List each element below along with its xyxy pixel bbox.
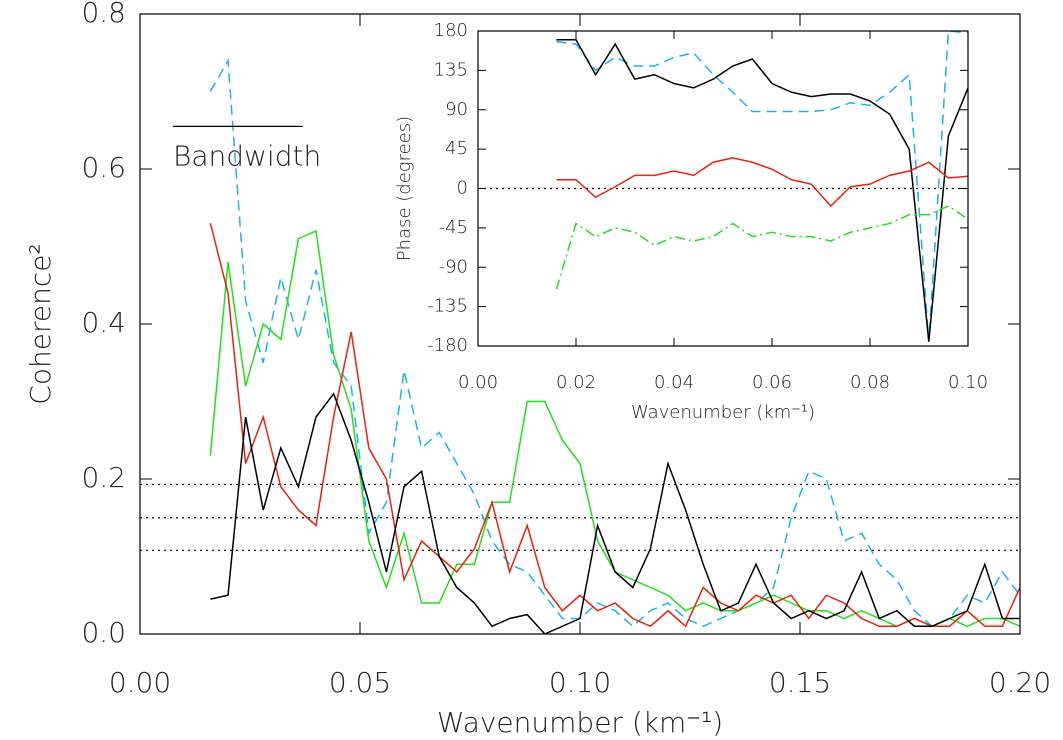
plot: 0.00 0.02 0.04 0.06 0.08 0.10 180 135 90 45 0 -45 -9… [394, 20, 988, 423]
x-tick-label: 0.15 [769, 666, 831, 699]
series-line [555, 205, 968, 290]
y-tick-label: 0.4 [81, 306, 126, 339]
y-tick-label: -45 [439, 217, 468, 238]
y-tick-label: 180 [434, 20, 468, 41]
series-line [209, 57, 1020, 628]
y-tick-label: 0 [457, 178, 468, 199]
y-tick-label: 0.6 [81, 151, 126, 184]
x-tick-label: 0.08 [850, 372, 890, 393]
series-line [556, 157, 968, 208]
x-axis-title: Wavenumber (km⁻¹) [631, 402, 815, 423]
x-tick-label: 0.05 [329, 666, 391, 699]
y-tick-label: -90 [439, 256, 468, 277]
y-tick-label: -180 [427, 335, 468, 356]
y-tick-label: 135 [434, 59, 468, 80]
y-tick-label: -135 [427, 296, 468, 317]
y-axis-title: Coherence² [24, 243, 57, 404]
annotation-text: Bandwidth [173, 139, 321, 172]
x-tick-label: 0.06 [752, 372, 792, 393]
y-tick-label: 0.8 [81, 0, 126, 29]
x-tick-label: 0.04 [654, 372, 694, 393]
y-tick-label: 0.2 [81, 461, 126, 494]
series-line [209, 223, 1020, 628]
series-line [210, 392, 1020, 634]
series-line [556, 39, 968, 342]
x-tick-label: 0.10 [549, 666, 611, 699]
y-tick-label: 90 [445, 99, 468, 120]
x-axis-title: Wavenumber (km⁻¹) [437, 706, 723, 739]
x-tick-label: 0.10 [948, 372, 988, 393]
x-tick-label: 0.20 [989, 666, 1051, 699]
x-tick-label: 0.00 [109, 666, 171, 699]
y-tick-label: 45 [445, 138, 468, 159]
y-axis-title: Phase (degrees) [394, 116, 415, 261]
y-tick-label: 0.0 [81, 616, 126, 649]
x-tick-label: 0.00 [458, 372, 498, 393]
x-tick-label: 0.02 [556, 372, 596, 393]
